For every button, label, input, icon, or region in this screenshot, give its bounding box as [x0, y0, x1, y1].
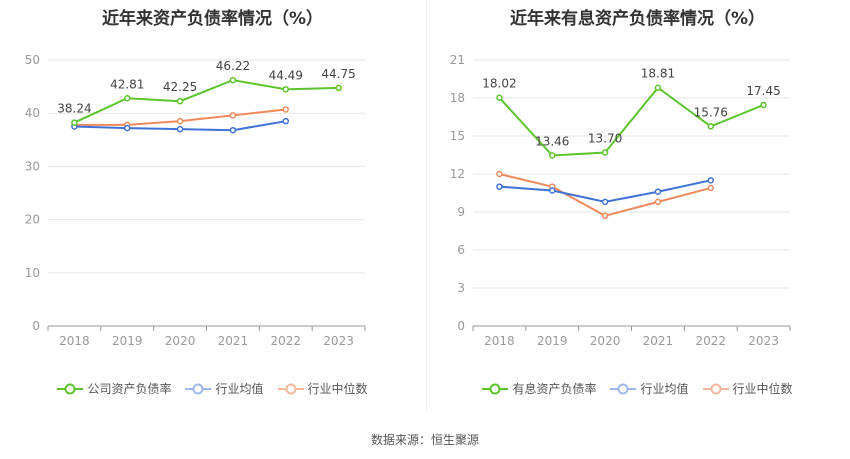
data-label: 42.25 — [163, 80, 197, 94]
data-point — [282, 86, 289, 93]
data-point — [124, 95, 131, 102]
y-tick-label: 9 — [457, 205, 465, 219]
legend-item-industry-average[interactable]: 行业均值 — [185, 380, 264, 397]
x-tick-label: 2022 — [695, 334, 726, 348]
data-label: 38.24 — [57, 102, 91, 116]
y-tick-label: 40 — [25, 106, 40, 120]
chart-title-right: 近年来有息资产负债率情况（%） — [509, 9, 766, 29]
y-tick-label: 0 — [457, 319, 465, 333]
data-label: 18.81 — [641, 67, 675, 81]
data-point — [496, 170, 503, 178]
data-point — [176, 97, 184, 105]
data-point — [654, 188, 662, 195]
data-point — [176, 117, 184, 125]
y-tick-label: 21 — [450, 53, 465, 67]
data-point — [707, 184, 714, 192]
data-point — [707, 177, 714, 184]
y-tick-label: 20 — [25, 213, 40, 227]
data-label: 17.45 — [746, 84, 780, 98]
x-tick-label: 2019 — [112, 334, 143, 348]
legend-item-industry-average[interactable]: 行业均值 — [610, 380, 689, 397]
data-point — [71, 119, 78, 126]
data-point — [654, 198, 662, 206]
y-tick-label: 18 — [450, 91, 465, 105]
legend-line-circle-icon — [610, 383, 637, 394]
x-tick-label: 2018 — [59, 334, 90, 348]
data-label: 46.22 — [216, 59, 250, 73]
data-source-note: 数据来源：恒生聚源 — [370, 433, 479, 447]
y-tick-label: 50 — [25, 53, 40, 67]
legend-label: 行业中位数 — [732, 382, 793, 396]
x-tick-label: 2023 — [323, 334, 354, 348]
legend-line-circle-icon — [482, 383, 509, 394]
plot-left: 0 10 20 30 40 50 2018 2019 2020 2021 2022 2023 38.24… — [25, 53, 366, 348]
x-tick-label: 2021 — [643, 334, 674, 348]
legend-left: 公司资产负债率 行业均值 行业中位数 — [0, 380, 425, 397]
legend-item-interest-bearing-debt-ratio[interactable]: 有息资产负债率 — [482, 380, 596, 397]
x-tick-label: 2019 — [537, 334, 568, 348]
data-point — [229, 112, 237, 119]
x-tick-label: 2021 — [218, 334, 249, 348]
legend-item-industry-median[interactable]: 行业中位数 — [702, 380, 793, 397]
series-line — [499, 173, 712, 217]
legend-label: 行业均值 — [215, 382, 264, 396]
y-tick-label: 30 — [25, 159, 40, 173]
data-label: 44.75 — [321, 67, 355, 81]
data-point — [176, 125, 184, 133]
panel-divider — [426, 0, 427, 410]
legend-label: 公司资产负债率 — [87, 382, 172, 396]
chart-left: 近年来资产负债率情况（%） 0 10 20 30 40 50 2018 2019 2020 202… — [0, 0, 425, 420]
data-point — [707, 123, 714, 130]
legend-line-circle-icon — [702, 383, 729, 394]
chart-title-left: 近年来资产负债率情况（%） — [101, 9, 324, 29]
data-point — [496, 183, 503, 190]
legend-item-company-debt-ratio[interactable]: 公司资产负债率 — [57, 380, 171, 397]
data-point — [229, 76, 237, 84]
data-point — [124, 124, 131, 132]
y-tick-label: 6 — [457, 243, 465, 257]
data-label: 15.76 — [694, 105, 728, 119]
data-point — [601, 212, 609, 220]
legend-right: 有息资产负债率 行业均值 行业中位数 — [425, 380, 850, 397]
data-point — [496, 94, 503, 101]
data-label: 42.81 — [110, 77, 144, 91]
y-tick-label: 15 — [450, 129, 465, 143]
data-label: 44.49 — [269, 68, 303, 82]
legend-label: 行业中位数 — [307, 382, 368, 396]
x-tick-label: 2023 — [748, 334, 779, 348]
legend-item-industry-median[interactable]: 行业中位数 — [277, 380, 368, 397]
data-point — [549, 152, 556, 159]
legend-label: 行业均值 — [640, 382, 689, 396]
series-line — [73, 79, 339, 124]
y-tick-label: 12 — [450, 167, 465, 181]
data-point — [601, 149, 609, 156]
x-tick-label: 2022 — [270, 334, 301, 348]
data-point — [760, 101, 767, 109]
y-tick-label: 10 — [25, 266, 40, 280]
chart-right: 近年来有息资产负债率情况（%） 0 3 6 9 12 15 18 21 2018 2019 2020… — [425, 0, 850, 420]
data-point — [282, 106, 289, 113]
series-line — [498, 86, 764, 157]
data-point — [601, 198, 609, 206]
y-tick-label: 3 — [457, 281, 465, 295]
legend-line-circle-icon — [185, 383, 212, 394]
data-point — [282, 117, 289, 125]
x-tick-label: 2020 — [165, 334, 196, 348]
data-point — [335, 84, 342, 92]
legend-line-circle-icon — [277, 383, 304, 394]
legend-line-circle-icon — [57, 383, 84, 394]
plot-right: 0 3 6 9 12 15 18 21 2018 2019 2020 2021 2022 2023 18.0… — [450, 53, 791, 348]
data-point — [654, 84, 662, 91]
data-point — [549, 187, 556, 194]
data-label: 13.46 — [535, 135, 569, 149]
x-tick-label: 2020 — [590, 334, 621, 348]
legend-label: 有息资产负债率 — [512, 382, 597, 396]
data-point — [229, 126, 237, 134]
y-tick-label: 0 — [32, 319, 40, 333]
data-label: 18.02 — [482, 77, 516, 91]
data-label: 13.70 — [588, 131, 622, 145]
x-tick-label: 2018 — [484, 334, 515, 348]
